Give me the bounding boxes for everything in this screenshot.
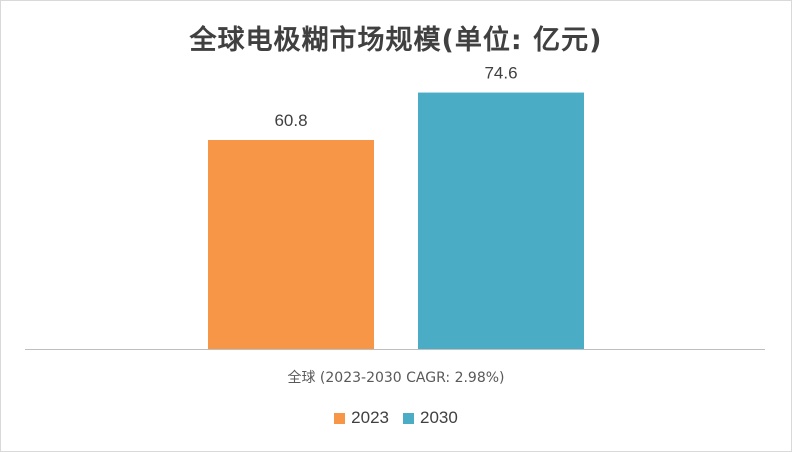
legend-item-2030: 2030	[403, 408, 458, 428]
legend-swatch-2023	[334, 412, 346, 424]
x-tick-label: 全球 (2023-2030 CAGR: 2.98%)	[287, 369, 504, 386]
legend-label-2023: 2023	[351, 408, 389, 427]
chart-legend: 2023 2030	[0, 408, 792, 428]
legend-label-2030: 2030	[420, 408, 458, 427]
bar-2023	[208, 140, 374, 349]
data-label-2023: 60.8	[274, 111, 307, 130]
chart-title: 全球电极糊市场规模(单位: 亿元)	[189, 25, 603, 56]
data-label-2030: 74.6	[484, 64, 517, 83]
legend-item-2023: 2023	[334, 408, 389, 428]
legend-swatch-2030	[403, 412, 414, 424]
bar-2030	[418, 92, 584, 349]
